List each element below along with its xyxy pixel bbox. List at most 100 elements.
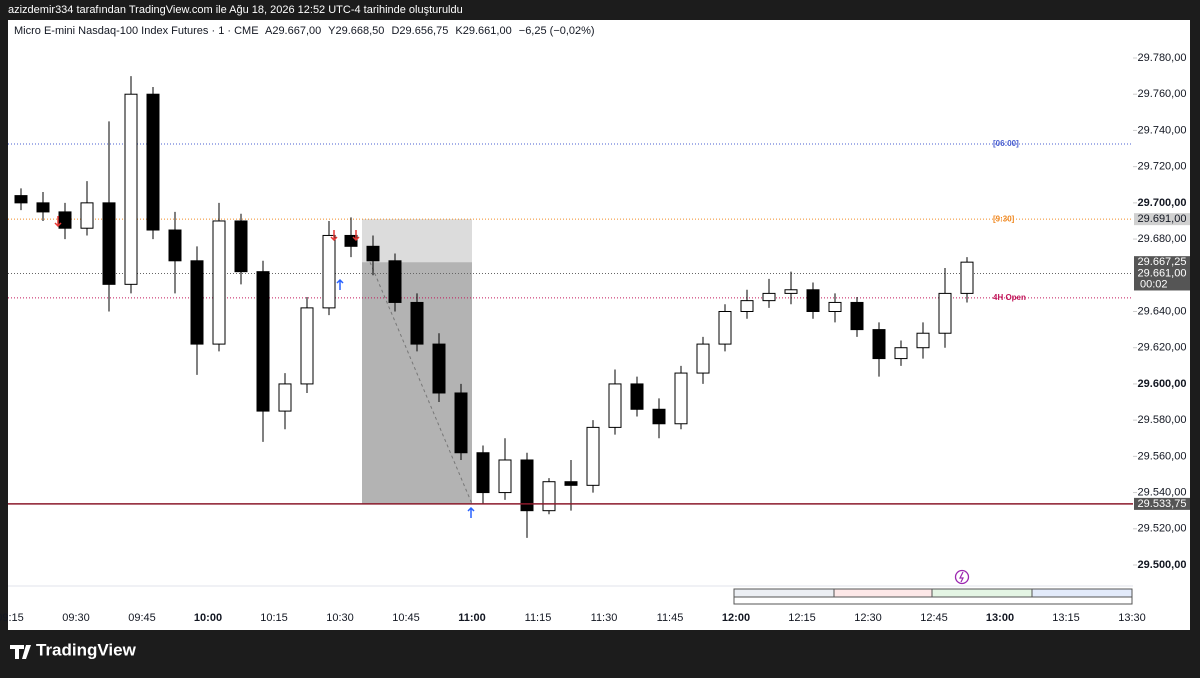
x-tick-label: 09:30	[62, 612, 90, 624]
x-tick-label: 10:15	[260, 612, 288, 624]
ohlc-close: K29.661,00	[455, 25, 511, 37]
y-tick-label: 29.740,00	[1138, 124, 1187, 136]
chart-panel	[8, 20, 1190, 630]
sell-arrow	[330, 230, 338, 242]
ohlc-high: Y29.668,50	[328, 25, 384, 37]
ohlc-change: −6,25 (−0,02%)	[519, 25, 595, 37]
candle-body	[432, 343, 446, 394]
candle-body	[256, 271, 270, 412]
level-label: [9:30]	[993, 214, 1015, 223]
price-label-box	[1134, 267, 1190, 280]
candle-body	[762, 292, 776, 302]
y-tick-label: 29.720,00	[1138, 161, 1187, 173]
candle-body	[564, 481, 578, 486]
candle-body	[916, 332, 930, 349]
x-tick-label: 11:30	[591, 612, 618, 624]
candle-body	[146, 93, 160, 231]
plot	[8, 76, 1133, 538]
candle-body	[80, 202, 94, 229]
buy-arrow	[336, 278, 344, 290]
price-label-box	[1134, 213, 1190, 226]
candle-body	[938, 292, 952, 334]
y-tick-label: 29.560,00	[1138, 450, 1187, 462]
candle-body	[696, 343, 710, 374]
symbol-name: Micro E-mini Nasdaq-100 Index Futures · …	[14, 25, 259, 37]
candle-body	[652, 408, 666, 425]
candle-body	[872, 329, 886, 360]
candle-body	[740, 300, 754, 312]
x-tick-label: 13:15	[1052, 612, 1080, 624]
level-label: [06:00]	[993, 139, 1019, 148]
y-tick-label: 29.640,00	[1138, 305, 1187, 317]
price-label: 29.691,00	[1138, 213, 1187, 225]
price-label-box	[1134, 256, 1190, 269]
position-risk	[362, 219, 472, 263]
y-tick-label: 29.580,00	[1138, 414, 1187, 426]
candle-body	[476, 452, 490, 494]
timeline-bar	[733, 588, 1133, 605]
candle-body	[190, 260, 204, 345]
candle-body	[300, 307, 314, 385]
buy-arrow	[467, 506, 475, 518]
candle-body	[960, 261, 974, 294]
x-tick-label: 12:00	[722, 612, 750, 624]
y-tick-label: 29.680,00	[1138, 233, 1187, 245]
candle-body	[718, 311, 732, 345]
candle-body	[344, 234, 358, 247]
candle-body	[630, 383, 644, 410]
price-label-box	[1134, 497, 1190, 510]
x-tick-label: 11:00	[458, 612, 486, 624]
x-tick-label: 10:45	[392, 612, 420, 624]
candle-body	[102, 202, 116, 285]
x-tick-label: 11:15	[525, 612, 552, 624]
level-label: 4H Open	[993, 293, 1026, 302]
x-tick-label: 09:15	[0, 612, 24, 624]
sell-arrow	[54, 216, 62, 228]
candle-body	[674, 372, 688, 425]
candle-body	[454, 392, 468, 454]
y-tick-label: 29.760,00	[1138, 88, 1187, 100]
candle-body	[828, 301, 842, 313]
candle-body	[608, 383, 622, 428]
x-tick-label: 09:45	[128, 612, 156, 624]
candle-body	[234, 220, 248, 273]
event-icon[interactable]	[954, 569, 970, 585]
position-path	[369, 261, 473, 505]
x-tick-label: 13:30	[1118, 612, 1146, 624]
x-tick-label: 10:00	[194, 612, 222, 624]
caption: azizdemir334 tarafından TradingView.com …	[8, 4, 463, 16]
price-label: 29.533,75	[1138, 498, 1187, 510]
y-tick-label: 29.540,00	[1138, 486, 1187, 498]
candle-body	[850, 301, 864, 331]
candle-body	[894, 347, 908, 360]
candle-body	[366, 245, 380, 262]
candle-body	[586, 426, 600, 486]
x-tick-label: 11:45	[657, 612, 684, 624]
symbol-line: Micro E-mini Nasdaq-100 Index Futures · …	[14, 25, 595, 37]
countdown: 00:02	[1140, 278, 1168, 290]
candle-body	[168, 229, 182, 262]
x-tick-label: 10:30	[326, 612, 354, 624]
y-tick-label: 29.620,00	[1138, 342, 1187, 354]
candle-body	[784, 289, 798, 294]
sell-arrow	[352, 230, 360, 242]
candle-body	[388, 260, 402, 303]
x-tick-label: 12:15	[788, 612, 816, 624]
candle-body	[58, 211, 72, 229]
x-tick-label: 13:00	[986, 612, 1014, 624]
y-tick-label: 29.520,00	[1138, 523, 1187, 535]
candle-body	[322, 234, 336, 309]
ohlc-open: A29.667,00	[265, 25, 321, 37]
x-tick-label: 12:45	[920, 612, 948, 624]
y-tick-label: 29.600,00	[1138, 378, 1187, 390]
candle-body	[410, 301, 424, 345]
candle-body	[520, 459, 534, 512]
countdown-box	[1134, 278, 1190, 291]
candle-body	[36, 202, 50, 213]
y-tick-label: 29.700,00	[1138, 197, 1187, 209]
price-label: 29.667,25	[1138, 256, 1187, 268]
candle-body	[212, 220, 226, 345]
candle-body	[542, 481, 556, 512]
